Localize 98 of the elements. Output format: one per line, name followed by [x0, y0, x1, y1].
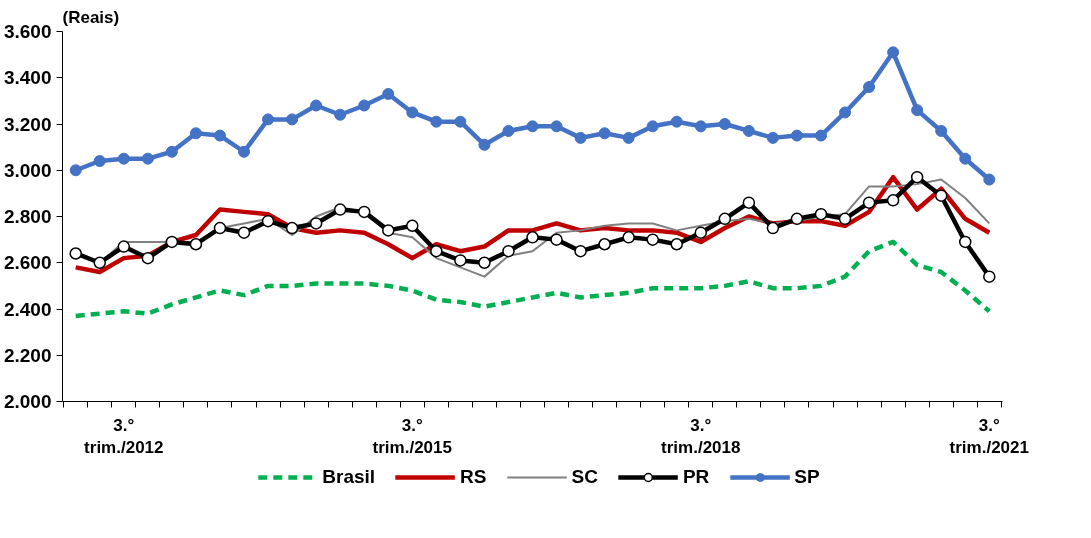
point [742, 196, 756, 209]
point [622, 131, 635, 144]
point [333, 203, 347, 216]
y-tick-label: 3.000 [3, 159, 52, 181]
point [718, 212, 732, 226]
point [117, 152, 130, 165]
point [261, 214, 275, 228]
point [983, 270, 996, 283]
point [454, 254, 467, 267]
point [574, 131, 587, 144]
point [406, 219, 419, 232]
y-tick-label: 2.400 [3, 298, 52, 320]
point [718, 118, 731, 130]
point [430, 115, 443, 128]
y-tick-label: 2.800 [3, 206, 52, 227]
point [310, 99, 323, 112]
point [742, 124, 755, 137]
point [862, 196, 876, 209]
point [790, 212, 804, 226]
y-tick-label: 2.000 [3, 391, 52, 412]
y-tick-label: 2.600 [3, 252, 52, 274]
point [213, 129, 226, 142]
point [141, 152, 154, 165]
point [814, 207, 828, 221]
point [694, 226, 708, 239]
point [646, 233, 659, 246]
point [959, 152, 972, 165]
point [213, 221, 227, 235]
point [357, 205, 371, 219]
point [550, 120, 563, 133]
point [598, 127, 611, 140]
point [382, 224, 395, 237]
point [93, 256, 107, 269]
y-tick-label: 3.600 [3, 21, 52, 42]
point [766, 131, 779, 144]
point [262, 113, 275, 126]
x-tick-label: 3.° trim./2012 [84, 415, 164, 458]
point [358, 99, 371, 112]
point [910, 170, 924, 184]
line-series [73, 239, 992, 319]
point [334, 108, 347, 121]
point [790, 129, 803, 142]
y-tick-label: 3.200 [3, 113, 52, 135]
point [502, 244, 515, 258]
point [526, 231, 539, 244]
point [598, 238, 611, 251]
point [165, 145, 178, 158]
point [622, 231, 635, 244]
point [766, 221, 780, 235]
point [478, 138, 491, 151]
point [285, 221, 299, 235]
point [382, 87, 395, 100]
point [238, 145, 251, 158]
y-axis-title: (Reais) [62, 7, 120, 27]
y-tick-label: 2.200 [3, 344, 52, 366]
point [670, 238, 683, 251]
point [526, 120, 539, 133]
point [646, 120, 659, 133]
point [886, 194, 900, 207]
point [189, 238, 203, 251]
point [69, 247, 82, 260]
legend-label: SP [794, 466, 820, 488]
x-tick-label: 3.° trim./2015 [372, 415, 452, 458]
point [574, 244, 587, 258]
point [863, 81, 876, 93]
legend-label: Brasil [322, 466, 376, 488]
x-tick-label: 3.° trim./2021 [949, 415, 1029, 458]
point [189, 127, 202, 140]
point [69, 164, 82, 177]
point [550, 233, 563, 246]
point [983, 173, 996, 186]
point [958, 235, 972, 249]
point [814, 129, 827, 142]
point [934, 189, 948, 202]
point [478, 256, 491, 269]
point [237, 226, 251, 239]
point [839, 106, 852, 119]
point [454, 115, 467, 128]
legend-label: RS [460, 466, 487, 488]
point [286, 113, 299, 126]
legend-label: SC [571, 466, 598, 488]
point [141, 251, 155, 265]
x-tick-label: 3.° trim./2018 [661, 415, 741, 458]
y-tick-label: 3.400 [3, 67, 52, 89]
point [406, 106, 419, 119]
point [670, 115, 683, 128]
point [838, 212, 852, 226]
point [430, 244, 443, 258]
point [93, 155, 106, 167]
point [694, 120, 707, 133]
point [165, 235, 179, 249]
point [911, 104, 924, 117]
point [502, 124, 515, 137]
point [887, 46, 900, 59]
legend-label: PR [682, 466, 710, 488]
point [935, 124, 948, 137]
point [309, 217, 323, 230]
point [117, 240, 131, 253]
